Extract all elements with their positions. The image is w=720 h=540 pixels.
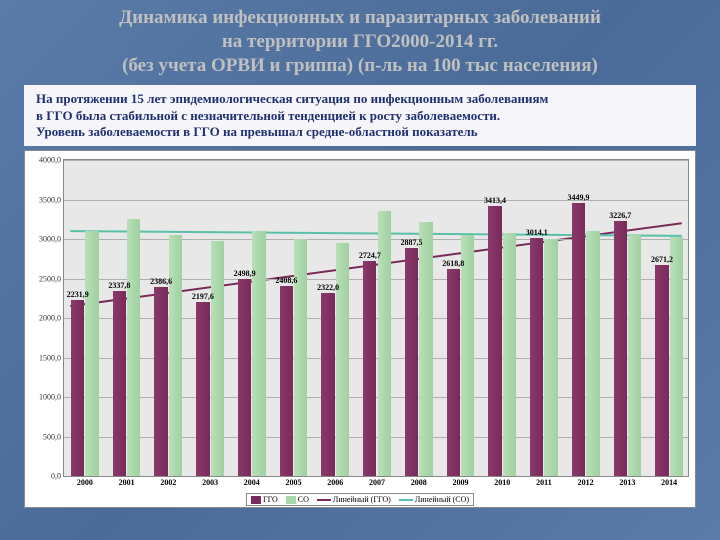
y-tick-label: 0,0	[51, 472, 64, 481]
legend-label: Линейный (ГГО)	[333, 495, 391, 504]
bar-co	[586, 231, 599, 476]
x-tick-label: 2013	[619, 476, 635, 487]
x-tick-label: 2000	[77, 476, 93, 487]
bar-value-label: 2498,9	[234, 269, 256, 278]
bar-value-label: 3226,7	[609, 211, 631, 220]
y-tick-label: 500,0	[43, 432, 64, 441]
title-line-1: Динамика инфекционных и паразитарных заб…	[20, 6, 700, 30]
bar-value-label: 2618,8	[442, 259, 464, 268]
legend-item: ГГО	[251, 495, 278, 504]
bar-value-label: 3413,4	[484, 196, 506, 205]
y-tick-label: 3500,0	[39, 195, 64, 204]
bar-co	[544, 239, 557, 476]
bar-value-label: 2887,5	[401, 238, 423, 247]
x-tick-label: 2001	[119, 476, 135, 487]
grid-line	[64, 160, 688, 161]
legend-item: СО	[286, 495, 309, 504]
bar-co	[628, 235, 641, 476]
bar-ggo	[405, 248, 418, 476]
x-tick-label: 2005	[286, 476, 302, 487]
title-line-3: (без учета ОРВИ и гриппа) (п-ль на 100 т…	[20, 54, 700, 78]
legend-label: ГГО	[263, 495, 278, 504]
legend-swatch	[286, 496, 296, 504]
bar-value-label: 2197,6	[192, 292, 214, 301]
legend-item: Линейный (ГГО)	[317, 495, 391, 504]
x-tick-label: 2006	[327, 476, 343, 487]
bar-value-label: 3449,9	[567, 193, 589, 202]
bar-ggo	[614, 221, 627, 476]
y-tick-label: 2000,0	[39, 314, 64, 323]
bar-co	[670, 237, 683, 476]
bar-ggo	[280, 286, 293, 476]
x-tick-label: 2011	[536, 476, 552, 487]
x-tick-label: 2008	[411, 476, 427, 487]
desc-line-1: На протяжении 15 лет эпидемиологическая …	[36, 91, 684, 107]
bar-ggo	[238, 279, 251, 476]
bar-co	[461, 235, 474, 476]
legend-line	[399, 499, 413, 501]
bar-ggo	[363, 261, 376, 476]
bar-value-label: 2322,0	[317, 283, 339, 292]
desc-line-3: Уровень заболеваемости в ГГО на превышал…	[36, 124, 684, 140]
y-tick-label: 1000,0	[39, 393, 64, 402]
bar-value-label: 2724,7	[359, 251, 381, 260]
bar-co	[294, 239, 307, 476]
x-tick-label: 2014	[661, 476, 677, 487]
legend-label: СО	[298, 495, 309, 504]
y-tick-label: 3000,0	[39, 235, 64, 244]
bar-value-label: 2408,6	[275, 276, 297, 285]
legend-item: Линейный (СО)	[399, 495, 469, 504]
title-line-2: на территории ГГО2000-2014 гг.	[20, 30, 700, 54]
bar-ggo	[572, 203, 585, 476]
legend-label: Линейный (СО)	[415, 495, 469, 504]
bar-ggo	[154, 287, 167, 476]
bar-co	[419, 222, 432, 476]
y-tick-label: 4000,0	[39, 156, 64, 165]
desc-line-2: в ГГО была стабильной с незначительной т…	[36, 108, 684, 124]
bar-ggo	[655, 265, 668, 476]
bar-value-label: 2671,2	[651, 255, 673, 264]
chart-legend: ГГО СО Линейный (ГГО) Линейный (СО)	[246, 493, 474, 506]
bar-value-label: 2337,8	[108, 281, 130, 290]
legend-line	[317, 499, 331, 501]
description-box: На протяжении 15 лет эпидемиологическая …	[24, 85, 696, 146]
legend-swatch	[251, 496, 261, 504]
bar-ggo	[196, 302, 209, 476]
bar-ggo	[71, 300, 84, 476]
bar-ggo	[321, 293, 334, 476]
bar-value-label: 2386,6	[150, 277, 172, 286]
bar-ggo	[530, 238, 543, 476]
bar-ggo	[447, 269, 460, 476]
y-tick-label: 2500,0	[39, 274, 64, 283]
grid-line	[64, 200, 688, 201]
x-tick-label: 2010	[494, 476, 510, 487]
bar-value-label: 3014,1	[526, 228, 548, 237]
bar-co	[503, 233, 516, 476]
plot-area: 0,0500,01000,01500,02000,02500,03000,035…	[63, 159, 689, 477]
bar-value-label: 2231,9	[67, 290, 89, 299]
x-tick-label: 2007	[369, 476, 385, 487]
x-tick-label: 2009	[452, 476, 468, 487]
bar-co	[169, 235, 182, 476]
x-tick-label: 2012	[578, 476, 594, 487]
page-title: Динамика инфекционных и паразитарных заб…	[0, 0, 720, 81]
bar-co	[211, 241, 224, 476]
bar-co	[85, 231, 98, 476]
x-tick-label: 2002	[160, 476, 176, 487]
bar-chart: 0,0 500,0 1000,0 1500,0 2000,0 2500,0 3000,0 35…	[24, 150, 696, 508]
bar-co	[336, 243, 349, 476]
bar-ggo	[488, 206, 501, 476]
bar-ggo	[113, 291, 126, 476]
bar-co	[127, 219, 140, 476]
x-tick-label: 2004	[244, 476, 260, 487]
x-tick-label: 2003	[202, 476, 218, 487]
y-tick-label: 1500,0	[39, 353, 64, 362]
